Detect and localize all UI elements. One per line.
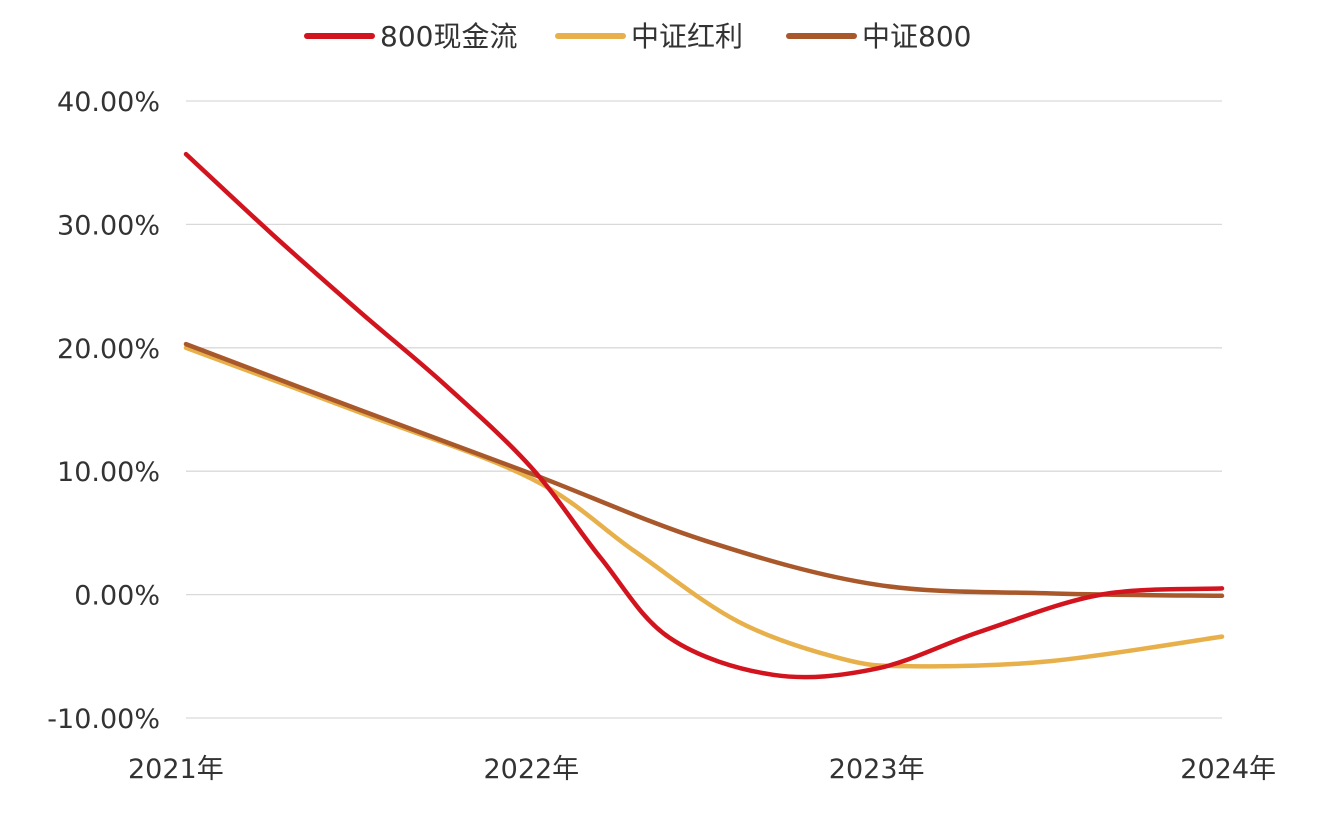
x-tick-label: 2021年 [128,754,224,785]
legend-label: 800现金流 [380,20,517,53]
y-tick-label: -10.00% [47,704,160,735]
y-tick-label: 10.00% [57,457,160,488]
legend-label: 中证800 [862,20,971,53]
grid-lines [186,100,1222,719]
series-line [183,345,1225,669]
legend: 800现金流 中证红利 中证800 [304,20,971,53]
y-tick-label: 20.00% [57,334,160,365]
legend-label: 中证红利 [631,20,743,53]
y-tick-label: 30.00% [57,210,160,241]
series-lines [183,151,1225,680]
x-tick-label: 2023年 [829,754,925,785]
y-axis: 40.00% 30.00% 20.00% 10.00% 0.00% -10.00% [47,87,160,735]
y-tick-label: 40.00% [57,87,160,118]
series-line [183,341,1225,599]
x-tick-label: 2024年 [1180,754,1276,785]
series-line [183,151,1225,680]
y-tick-label: 0.00% [74,581,160,612]
x-tick-label: 2022年 [483,754,579,785]
x-axis: 2021年 2022年 2023年 2024年 [128,754,1276,785]
